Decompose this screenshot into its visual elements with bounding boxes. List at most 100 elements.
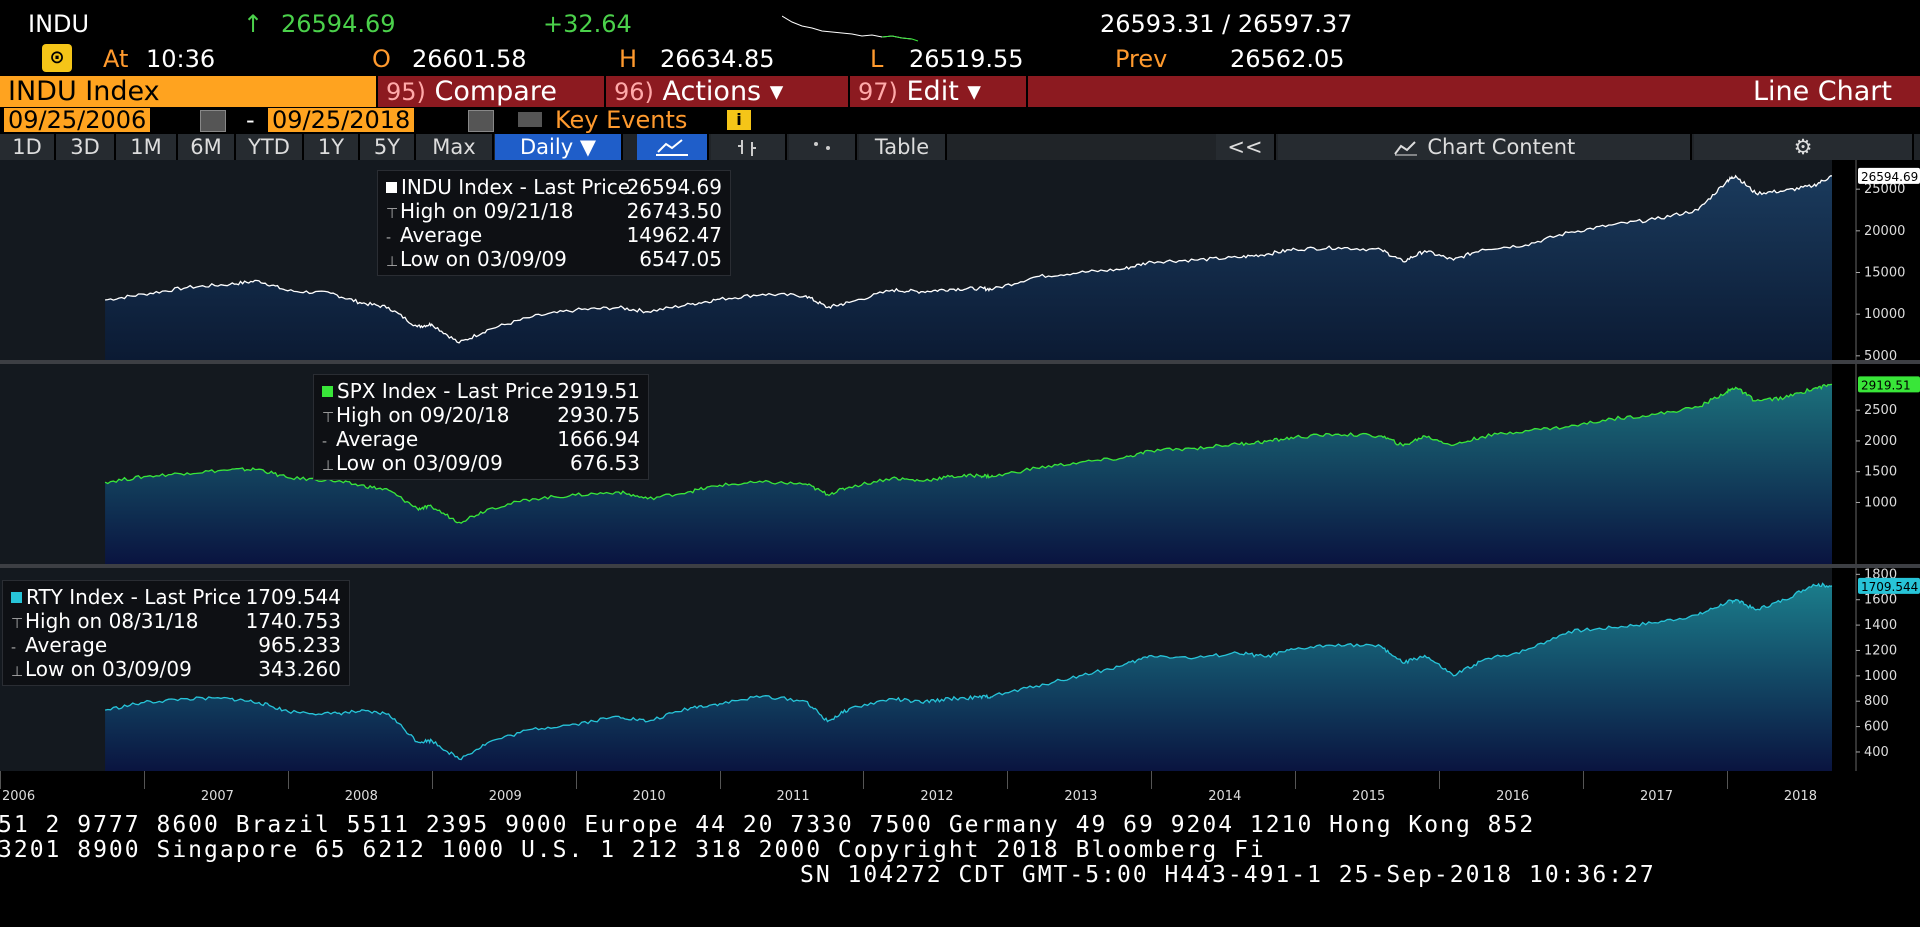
legend-low: 6547.05 (639, 247, 722, 271)
average-glyph-icon: - (322, 434, 328, 450)
y-tick-label: 15000 (1864, 266, 1905, 281)
series-line-spx[interactable] (104, 383, 1833, 524)
x-tick-label: 2017 (1639, 789, 1674, 804)
area-indu (105, 175, 1833, 360)
y-axis-indu (1856, 160, 1920, 360)
legend-high-label: High on 09/20/18 (336, 403, 510, 427)
calendar-icon[interactable] (468, 110, 494, 132)
frequency-dropdown[interactable]: Daily ▼ (495, 134, 623, 160)
legend-avg-label: Average (400, 223, 483, 247)
table-button[interactable]: Table (859, 134, 947, 160)
bar-chart-icon[interactable] (711, 134, 787, 160)
period-button-6m[interactable]: 6M (178, 134, 236, 160)
prev-label: Prev (1115, 45, 1168, 73)
legend-avg: 14962.47 (626, 223, 722, 247)
actions-button[interactable]: 96) Actions ▾ (606, 76, 848, 107)
actions-label: Actions (662, 76, 762, 107)
end-date: 09/25/2018 (272, 106, 411, 134)
period-button-3d[interactable]: 3D (56, 134, 116, 160)
last-price-tag-text: 2919.51 (1861, 378, 1911, 392)
x-tick-mark (719, 771, 721, 789)
x-tick-label: 2011 (776, 789, 810, 804)
collapse-button[interactable]: << (1216, 134, 1276, 160)
period-button-1y[interactable]: 1Y (304, 134, 360, 160)
legend-title: SPX Index - Last Price (337, 379, 554, 403)
x-tick-label: 2006 (2, 789, 36, 804)
security-field[interactable]: INDU Index (0, 76, 376, 107)
chart-type-text: Line Chart (1752, 76, 1892, 107)
start-date-field[interactable]: 09/25/2006 (4, 108, 151, 132)
period-button-5y[interactable]: 5Y (360, 134, 416, 160)
key-events-checkbox[interactable] (518, 112, 542, 127)
panel-separator[interactable] (0, 360, 1920, 364)
line-chart-icon[interactable] (637, 134, 709, 160)
high-glyph-icon: ⊤ (322, 410, 335, 426)
legend-low: 676.53 (570, 451, 640, 475)
low-label: L (870, 45, 884, 73)
date-dash: - (246, 106, 255, 134)
legend-high-row: ⊤High on 08/31/18 1740.753 (11, 609, 341, 633)
info-icon[interactable]: i (727, 110, 751, 130)
bid-ask: 26593.31 / 26597.37 (1100, 10, 1353, 38)
marker-icon[interactable] (789, 134, 857, 160)
period-button-1m[interactable]: 1M (116, 134, 178, 160)
edit-button[interactable]: 97) Edit ▾ (850, 76, 1026, 107)
y-tick-label: 2500 (1864, 403, 1897, 418)
legend-high-label: High on 09/21/18 (400, 199, 574, 223)
period-button-max[interactable]: Max (416, 134, 494, 160)
y-tick-label: 1000 (1864, 495, 1897, 510)
x-tick-mark (863, 771, 865, 789)
footer-line-3: SN 104272 CDT GMT-5:00 H443-491-1 25-Sep… (800, 862, 1656, 888)
compare-number: 95) (386, 78, 426, 106)
chart-content-button[interactable]: Chart Content (1278, 134, 1692, 160)
y-tick-label: 10000 (1864, 307, 1905, 322)
legend-low-row: ⊥Low on 03/09/09 6547.05 (386, 247, 722, 271)
legend-high: 1740.753 (245, 609, 341, 633)
info-glyph: i (736, 110, 742, 129)
panel-separator[interactable] (0, 564, 1920, 568)
x-tick-label: 2013 (1064, 789, 1098, 804)
legend-spx: SPX Index - Last Price 2919.51 ⊤High on 0… (313, 374, 649, 480)
x-tick-label: 2018 (1783, 789, 1817, 804)
table-label: Table (874, 135, 930, 159)
period-button-1d[interactable]: 1D (0, 134, 56, 160)
x-tick-label: 2012 (920, 789, 954, 804)
chart-type-label: Line Chart (1028, 76, 1920, 107)
x-tick-label: 2007 (200, 789, 234, 804)
average-glyph-icon: - (386, 230, 392, 246)
x-tick-mark (0, 771, 1, 789)
speedometer-icon[interactable]: ⊙ (42, 44, 72, 72)
legend-avg-label: Average (25, 633, 108, 657)
low-glyph-icon: ⊥ (11, 664, 24, 680)
x-tick-label: 2008 (344, 789, 378, 804)
y-tick-label: 2000 (1864, 434, 1897, 449)
settings-button[interactable]: ⚙ (1694, 134, 1914, 160)
edit-label: Edit (906, 76, 959, 107)
compare-button[interactable]: 95) Compare (378, 76, 604, 107)
end-date-field[interactable]: 09/25/2018 (268, 106, 415, 134)
y-axis-rty (1856, 568, 1920, 771)
rty-swatch (11, 592, 22, 603)
y-tick-label: 1600 (1864, 593, 1897, 608)
x-tick-mark (1151, 771, 1153, 789)
indu-swatch (386, 182, 397, 193)
key-events-label: Key Events (555, 106, 688, 134)
legend-title: RTY Index - Last Price (26, 585, 242, 609)
x-tick-label: 2010 (632, 789, 666, 804)
calendar-icon[interactable] (200, 110, 226, 132)
footer-line-2: 3201 8900 Singapore 65 6212 1000 U.S. 1 … (0, 837, 1266, 863)
legend-low-label: Low on 03/09/09 (25, 657, 192, 681)
series-line-indu[interactable] (105, 174, 1833, 344)
y-tick-label: 20000 (1864, 224, 1905, 239)
x-tick-mark (1583, 771, 1585, 789)
x-tick-label: 2009 (488, 789, 522, 804)
ticker-symbol: INDU (28, 10, 90, 38)
legend-avg-row: - Average 965.233 (11, 633, 341, 657)
last-price-tag-text: 26594.69 (1861, 170, 1918, 184)
low-glyph-icon: ⊥ (386, 254, 399, 270)
period-button-ytd[interactable]: YTD (236, 134, 304, 160)
high-label: H (619, 45, 638, 73)
up-arrow-icon: ↑ (243, 10, 264, 38)
series-line-rty[interactable] (104, 582, 1833, 761)
legend-indu: INDU Index - Last Price 26594.69 ⊤High on… (377, 170, 731, 276)
